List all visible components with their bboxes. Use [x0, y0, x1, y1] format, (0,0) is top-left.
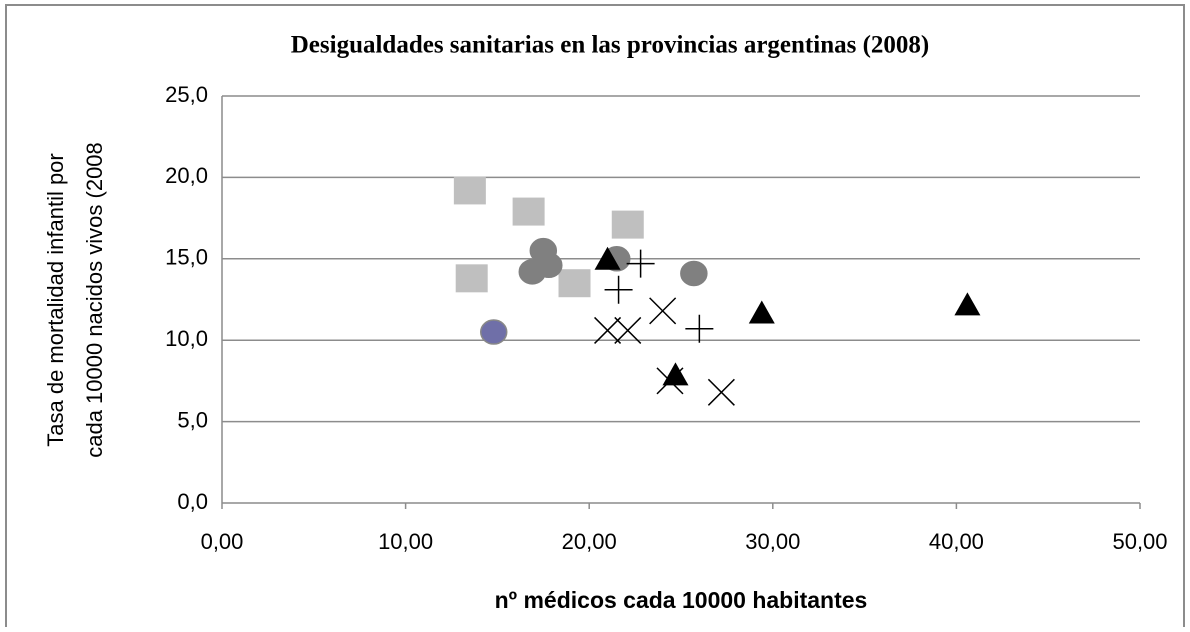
- y-tick-label: 5,0: [177, 407, 208, 432]
- point: [748, 300, 775, 324]
- point: [611, 210, 644, 239]
- point: [455, 264, 488, 293]
- y-tick-label: 20,0: [165, 163, 208, 188]
- y-axis-label: Tasa de mortalidad infantil por: [43, 153, 68, 447]
- point: [685, 314, 714, 343]
- point: [614, 316, 642, 344]
- x-tick-label: 50,00: [1112, 529, 1167, 554]
- y-tick-label: 25,0: [165, 82, 208, 107]
- x-tick-label: 40,00: [929, 529, 984, 554]
- point: [558, 269, 591, 298]
- point: [656, 367, 684, 395]
- chart-title: Desigualdades sanitarias en las provinci…: [291, 32, 929, 59]
- x-tick-label: 30,00: [745, 529, 800, 554]
- x-tick-label: 20,00: [562, 529, 617, 554]
- y-tick-label: 15,0: [165, 245, 208, 270]
- y-tick-label: 10,0: [165, 326, 208, 351]
- point: [649, 297, 677, 325]
- x-tick-label: 0,00: [201, 529, 244, 554]
- point: [680, 260, 708, 287]
- point: [453, 176, 486, 205]
- point: [512, 197, 545, 226]
- point: [604, 275, 633, 304]
- x-axis-label: nº médicos cada 10000 habitantes: [495, 587, 868, 613]
- y-axis-label: cada 10000 nacidos vivos (2008: [82, 142, 107, 458]
- point: [626, 249, 655, 278]
- point: [594, 246, 621, 270]
- point: [535, 252, 563, 279]
- point: [954, 292, 981, 316]
- y-tick-label: 0,0: [177, 489, 208, 514]
- x-tick-label: 10,00: [378, 529, 433, 554]
- point: [707, 378, 735, 406]
- point: [479, 319, 508, 345]
- point: [594, 316, 622, 344]
